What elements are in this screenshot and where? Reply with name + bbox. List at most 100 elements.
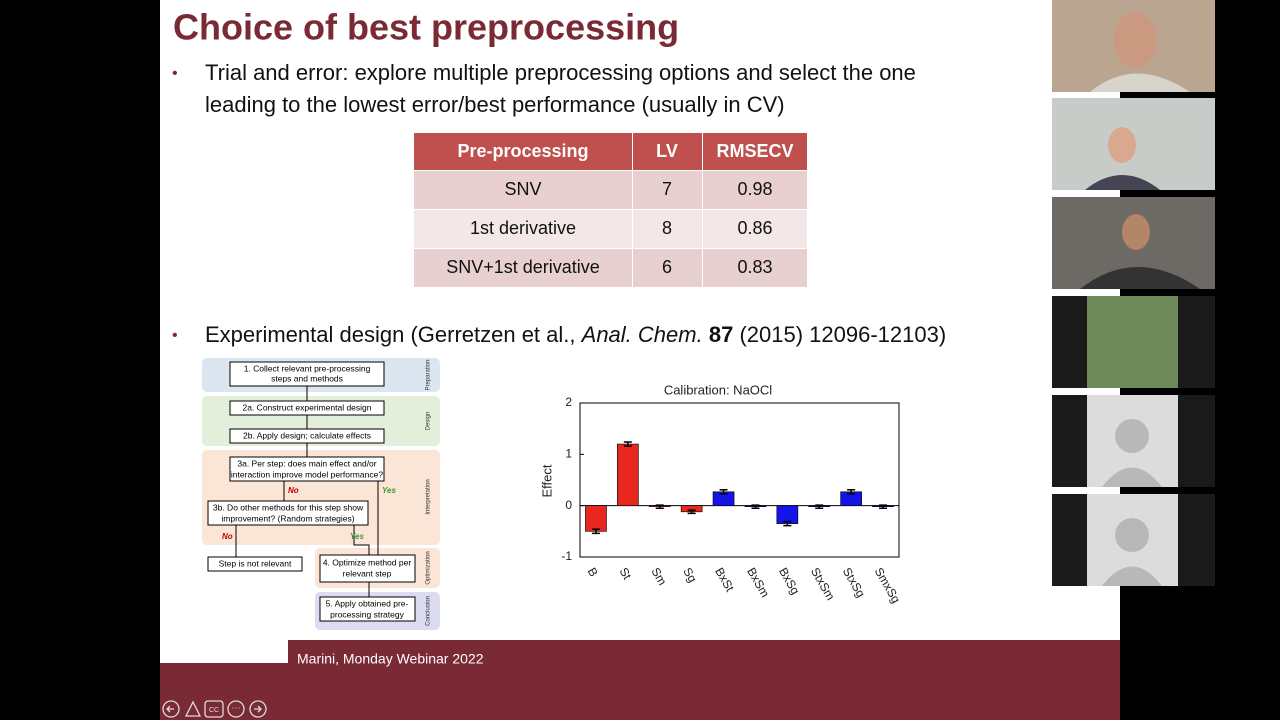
prev-button[interactable] [162, 700, 180, 718]
next-button[interactable] [249, 700, 267, 718]
flow-text: improvement? (Random strategies) [221, 513, 354, 523]
text: Experimental design (Gerretzen et al., [205, 322, 576, 347]
flow-box [319, 554, 416, 583]
table-cell: 1st derivative [470, 218, 576, 238]
avatar [1102, 566, 1162, 586]
stage-label: Conclusion [426, 596, 432, 626]
error-bar [879, 504, 888, 509]
avatar [1102, 467, 1162, 487]
flow-box [207, 500, 369, 526]
flow-text: 2a. Construct experimental design [243, 402, 372, 412]
error-bar [719, 489, 728, 495]
pointer-button[interactable] [184, 700, 202, 717]
error-bar [591, 528, 600, 535]
table-row [414, 210, 807, 248]
captions-button[interactable] [204, 700, 224, 718]
y-axis-label: Effect [539, 464, 554, 497]
table-header-cell: LV [656, 141, 678, 161]
chart-title: Calibration: NaOCl [664, 382, 772, 397]
table-header [414, 133, 807, 170]
flow-text: 2b. Apply design; calculate effects [243, 430, 371, 440]
bar [617, 443, 639, 506]
flow-text: processing strategy [330, 609, 404, 619]
participant [1108, 127, 1136, 163]
table-cell: 0.83 [737, 257, 772, 277]
video-strip [1052, 0, 1215, 586]
error-bar [687, 509, 696, 515]
flow-box [319, 596, 416, 622]
table-cell: 6 [662, 257, 672, 277]
flow-no: No [222, 532, 233, 541]
plot-frame [579, 402, 900, 558]
avatar [1115, 419, 1149, 453]
bar [585, 505, 607, 532]
error-bar [783, 520, 792, 527]
error-bar [751, 504, 760, 509]
y-tick-label: -1 [561, 549, 572, 563]
captions-icon: CC [209, 707, 219, 714]
more-icon: ··· [232, 702, 241, 712]
flow-yes: Yes [350, 532, 364, 541]
prev-icon [166, 705, 174, 713]
slide-title: Choice of best preprocessing [173, 7, 679, 48]
table-row [414, 171, 807, 209]
flow-text: relevant step [343, 568, 392, 578]
slide-corner [160, 640, 288, 663]
error-bar [847, 489, 856, 495]
avatar [1115, 518, 1149, 552]
y-tick-label: 0 [565, 498, 572, 512]
flow-text: 1. Collect relevant pre-processing [244, 363, 371, 373]
y-tick-label: 2 [565, 395, 572, 409]
table-cell: SNV [504, 179, 541, 199]
flow-box [229, 361, 385, 387]
footer-text: Marini, Monday Webinar 2022 [297, 651, 484, 667]
journal: Anal. Chem. [580, 322, 703, 347]
footer-band [288, 640, 1120, 720]
more-button[interactable] [227, 700, 245, 718]
flow-no: No [288, 486, 299, 495]
table-header-cell: RMSECV [716, 141, 793, 161]
stage-label: Interpretation [426, 479, 432, 514]
bullet: • [172, 327, 178, 344]
flow-text: 5. Apply obtained pre- [326, 598, 409, 608]
flow-text: steps and methods [271, 373, 343, 383]
video-feed [1087, 296, 1178, 388]
table-cell: 8 [662, 218, 672, 238]
stage-label: Optimization [426, 551, 432, 584]
next-icon [254, 705, 262, 713]
stage-label: Preparation [426, 359, 432, 390]
flowchart: Preparation Design Interpretation Optimi… [202, 358, 440, 630]
flow-box [229, 456, 385, 482]
table-row [414, 249, 807, 287]
participant [1113, 12, 1157, 68]
flow-text: Step is not relevant [219, 558, 292, 568]
table: Pre-processing LV RMSECV SNV 7 0.98 1st … [414, 133, 807, 287]
stage-label: Design [426, 412, 432, 431]
table-cell: 7 [662, 179, 672, 199]
flow-text: 3a. Per step: does main effect and/or [237, 458, 376, 468]
participant [1085, 175, 1160, 190]
y-tick-label: 1 [565, 447, 572, 461]
bullet-text: leading to the lowest error/best perform… [205, 92, 785, 117]
participant [1080, 267, 1200, 289]
volume: 87 [709, 322, 733, 347]
flow-yes: Yes [382, 486, 396, 495]
footer-band [160, 663, 288, 720]
table-cell: SNV+1st derivative [446, 257, 600, 277]
flow-text: 4. Optimize method per [323, 557, 412, 567]
bullet: • [172, 65, 178, 82]
error-bar [815, 504, 824, 509]
participant [1122, 214, 1150, 250]
table-header-cell: Pre-processing [457, 141, 588, 161]
text: (2015) 12096-12103) [739, 322, 946, 347]
bullet-text: Trial and error: explore multiple prepro… [205, 60, 916, 85]
flow-text: 3b. Do other methods for this step show [213, 502, 364, 512]
error-bar [623, 441, 632, 447]
flow-text: interaction improve model performance? [231, 469, 383, 479]
flow-arrows [235, 386, 379, 597]
table-cell: 0.98 [737, 179, 772, 199]
error-bar [655, 504, 664, 509]
table-cell: 0.86 [737, 218, 772, 238]
